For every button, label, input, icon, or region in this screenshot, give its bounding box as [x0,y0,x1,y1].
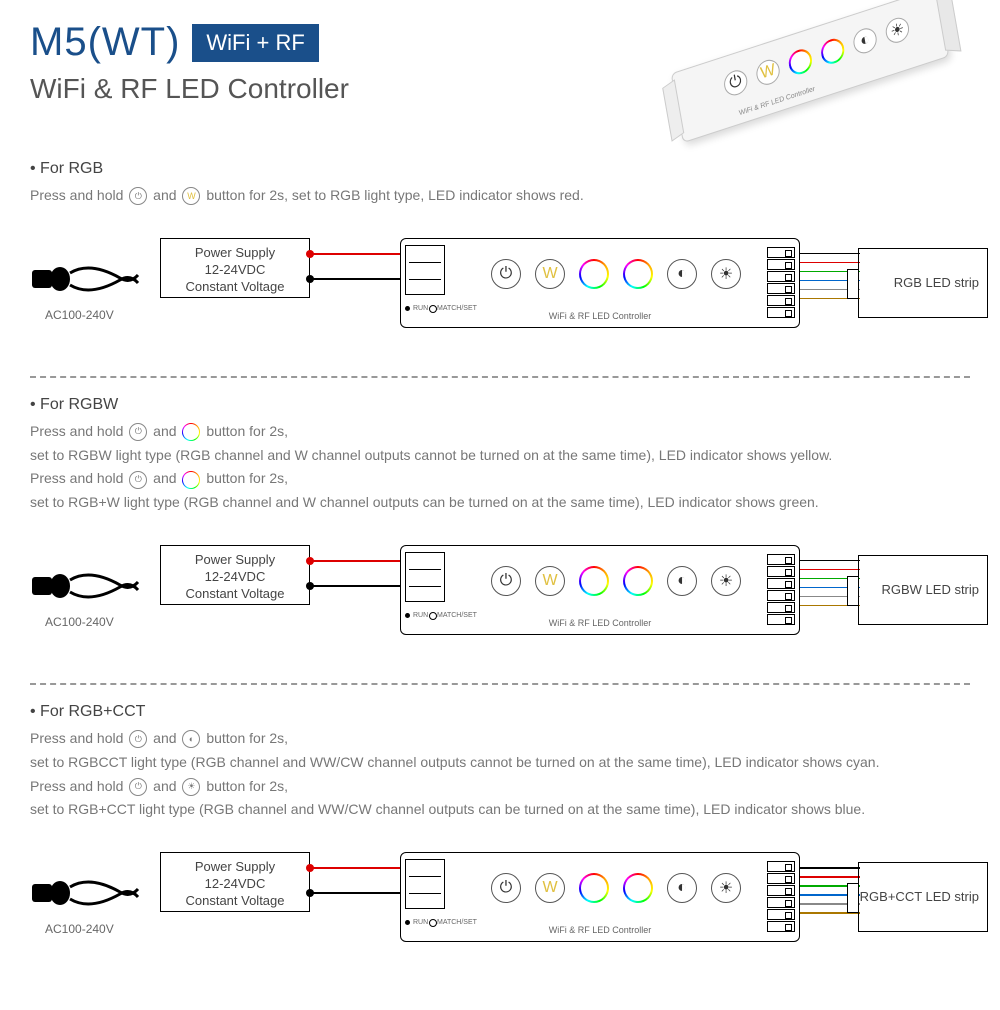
rgb2-icon [182,471,200,489]
strip-label: RGBW LED strip [881,582,979,597]
power-icon: ⏻ [491,259,521,289]
power-supply-box: Power Supply12-24VDCConstant Voltage [160,545,310,605]
controller-box: RUN MATCH/SET ⏻ W ◐ ☀ WiFi & RF LED Control… [400,545,800,635]
rgb-icon [579,873,609,903]
match-button: MATCH/SET [437,305,477,312]
wire-negative [310,892,410,894]
wire-negative [310,278,410,280]
rgb-icon [182,423,200,441]
run-led: RUN [413,919,428,926]
brightness-icon: ☀ [884,15,911,46]
section-title: • For RGB+CCT [30,703,970,721]
header: M5(WT) WiFi + RF WiFi & RF LED Controlle… [30,20,970,160]
wiring-diagram: AC100-240V Power Supply12-24VDCConstant … [30,832,970,972]
section-0: • For RGB Press and hold ⏻ and W button … [30,160,970,358]
power-icon: ⏻ [129,471,147,489]
section-title: • For RGBW [30,396,970,414]
power-icon: ⏻ [491,873,521,903]
w-icon: W [755,57,782,88]
product-photo: ⏻ W ◐ ☀ WiFi & RF LED Controller [640,20,970,160]
section-1: • For RGBW Press and hold ⏻ and button f… [30,396,970,665]
controller-box: RUN MATCH/SET ⏻ W ◐ ☀ WiFi & RF LED Control… [400,852,800,942]
cct-icon: ◐ [667,566,697,596]
wire-positive [310,560,410,562]
strip-label: RGB+CCT LED strip [860,889,979,904]
power-supply-box: Power Supply12-24VDCConstant Voltage [160,238,310,298]
ac-label: AC100-240V [45,922,114,936]
section-text: Press and hold ⏻ and W button for 2s, se… [30,184,970,208]
w-icon: W [535,566,565,596]
brightness-icon: ☀ [711,873,741,903]
rgb-icon [787,46,814,77]
power-icon: ⏻ [129,187,147,205]
input-terminals [405,552,445,602]
wiring-diagram: AC100-240V Power Supply12-24VDCConstant … [30,525,970,665]
controller-label: WiFi & RF LED Controller [549,311,652,321]
led-strip-box: RGB+CCT LED strip [858,862,988,932]
controller-box: RUN MATCH/SET ⏻ W ◐ ☀ WiFi & RF LED Control… [400,238,800,328]
led-strip-box: RGBW LED strip [858,555,988,625]
section-title: • For RGB [30,160,970,178]
w-icon: W [535,873,565,903]
rgb-dots-icon [623,873,653,903]
run-led: RUN [413,305,428,312]
section-2: • For RGB+CCT Press and hold ⏻ and ◐ but… [30,703,970,972]
output-terminals [767,861,795,935]
section-text: Press and hold ⏻ and ◐ button for 2s,set… [30,727,970,822]
ac-plug-icon [30,258,140,308]
wifi-rf-badge: WiFi + RF [192,24,318,62]
power-supply-box: Power Supply12-24VDCConstant Voltage [160,852,310,912]
w-icon: W [535,259,565,289]
cct-icon: ◐ [852,25,879,56]
subtitle: WiFi & RF LED Controller [30,73,620,105]
controller-label: WiFi & RF LED Controller [549,925,652,935]
match-button: MATCH/SET [437,919,477,926]
cct-icon: ◐ [667,259,697,289]
ac-label: AC100-240V [45,308,114,322]
output-terminals [767,554,795,628]
input-terminals [405,245,445,295]
led-strip-box: RGB LED strip [858,248,988,318]
power-icon: ⏻ [129,423,147,441]
wire-negative [310,585,410,587]
wire-positive [310,253,410,255]
ac-plug-icon [30,872,140,922]
rgb-dots-icon [819,36,846,67]
run-led: RUN [413,612,428,619]
power-icon: ⏻ [491,566,521,596]
input-terminals [405,859,445,909]
w-icon: W [182,187,200,205]
brightness-icon: ☀ [711,566,741,596]
brightness-icon: ☀ [711,259,741,289]
cct-icon: ◐ [182,730,200,748]
output-terminals [767,247,795,321]
power-icon: ⏻ [129,730,147,748]
section-text: Press and hold ⏻ and button for 2s,set t… [30,420,970,515]
wiring-diagram: AC100-240V Power Supply12-24VDCConstant … [30,218,970,358]
ac-plug-icon [30,565,140,615]
wire-positive [310,867,410,869]
model-code: M5(WT) [30,20,180,65]
match-button: MATCH/SET [437,612,477,619]
power-icon: ⏻ [129,778,147,796]
divider [30,376,970,378]
rgb-dots-icon [623,566,653,596]
rgb-icon [579,566,609,596]
ac-label: AC100-240V [45,615,114,629]
divider [30,683,970,685]
controller-label: WiFi & RF LED Controller [549,618,652,628]
power-icon: ⏻ [722,67,749,98]
strip-label: RGB LED strip [894,275,979,290]
rgb-dots-icon [623,259,653,289]
rgb-icon [579,259,609,289]
bright-icon: ☀ [182,778,200,796]
cct-icon: ◐ [667,873,697,903]
